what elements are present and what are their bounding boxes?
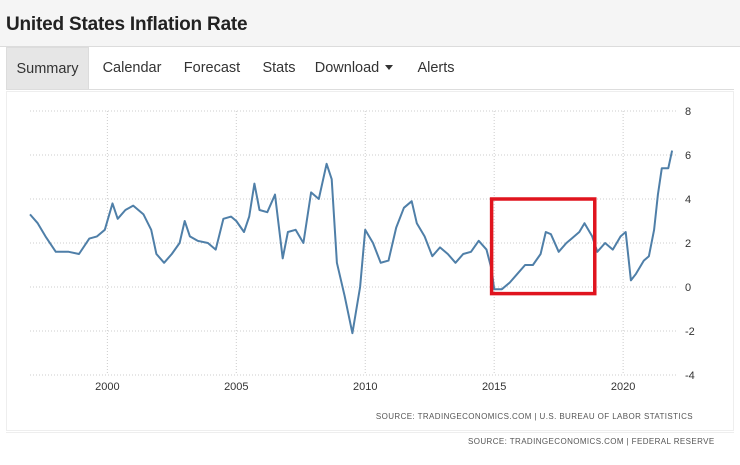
overlay-marks	[489, 197, 597, 296]
tab-stats[interactable]: Stats	[262, 60, 296, 76]
chart-panel: 2000 2005 2010 2015 2020 8 6 4 2 0 -2 -4 SOURCE: T…	[6, 91, 734, 431]
y-tick-label: 8	[685, 106, 691, 118]
chevron-down-icon	[385, 64, 394, 70]
tab-alerts[interactable]: Alerts	[417, 60, 455, 76]
tab-bar: Summary Calendar Forecast Stats Download…	[6, 47, 734, 90]
tab-summary[interactable]: Summary	[6, 47, 89, 89]
page-title: United States Inflation Rate	[6, 14, 248, 35]
y-tick-label: -4	[685, 370, 695, 382]
x-tick-label: 2015	[482, 381, 506, 393]
y-tick-label: -2	[685, 326, 695, 338]
tab-download-label: Download	[314, 60, 380, 76]
y-tick-label: 6	[685, 150, 691, 162]
divider	[6, 432, 734, 433]
chart-grid	[30, 110, 676, 376]
tab-forecast[interactable]: Forecast	[183, 60, 241, 76]
highlight-box	[489, 197, 597, 296]
y-tick-label: 4	[685, 194, 691, 206]
x-tick-label: 2020	[611, 381, 635, 393]
tab-download[interactable]: Download	[309, 47, 399, 89]
y-tick-label: 0	[685, 282, 691, 294]
page-header: United States Inflation Rate	[0, 0, 740, 47]
x-tick-label: 2010	[353, 381, 377, 393]
chart-source-label: SOURCE: TRADINGECONOMICS.COM | U.S. BURE…	[376, 412, 693, 421]
series-line-inflation	[29, 150, 674, 335]
tab-calendar[interactable]: Calendar	[102, 60, 162, 76]
x-tick-label: 2005	[224, 381, 248, 393]
y-tick-label: 2	[685, 238, 691, 250]
series-lines	[29, 150, 674, 335]
y-axis-ticks: 8 6 4 2 0 -2 -4	[685, 106, 695, 382]
x-tick-label: 2000	[95, 381, 119, 393]
page-source-label: SOURCE: TRADINGECONOMICS.COM | FEDERAL R…	[468, 437, 715, 446]
x-axis-ticks: 2000 2005 2010 2015 2020	[95, 381, 635, 393]
inflation-chart: 2000 2005 2010 2015 2020 8 6 4 2 0 -2 -4 SOURCE: T…	[29, 106, 695, 421]
